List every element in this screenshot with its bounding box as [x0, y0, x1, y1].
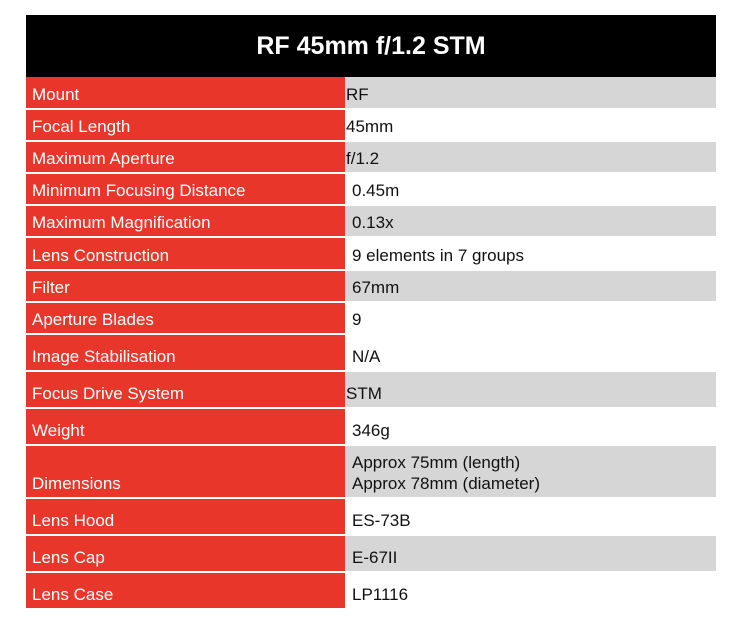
- table-row-focus-drive-system: Focus Drive System STM: [26, 372, 716, 409]
- row-value-line: LP1116: [352, 584, 409, 604]
- row-label: Focal Length: [26, 110, 345, 140]
- spec-table: RF 45mm f/1.2 STM Mount RF Focal Length …: [26, 15, 716, 610]
- table-row-filter: Filter 67mm: [26, 271, 716, 303]
- table-row-lens-case: Lens Case LP1116: [26, 573, 716, 610]
- row-value-line: 346g: [352, 420, 390, 440]
- row-value: Approx 75mm (length) Approx 78mm (diamet…: [345, 446, 716, 497]
- row-value: E-67II: [345, 536, 716, 571]
- row-label: Lens Cap: [26, 536, 345, 571]
- table-row-focal-length: Focal Length 45mm: [26, 110, 716, 142]
- row-value-line: 9: [352, 309, 362, 329]
- row-value: 0.45m: [345, 174, 716, 204]
- table-row-dimensions: Dimensions Approx 75mm (length) Approx 7…: [26, 446, 716, 499]
- row-label: Dimensions: [26, 446, 345, 497]
- row-value: ES-73B: [345, 499, 716, 534]
- row-label: Mount: [26, 77, 345, 108]
- row-value-line: STM: [346, 383, 382, 403]
- row-value-line: 9 elements in 7 groups: [352, 245, 524, 265]
- row-value-line: Approx 78mm (diameter): [352, 473, 541, 493]
- row-label: Maximum Aperture: [26, 142, 345, 172]
- row-label: Image Stabilisation: [26, 335, 345, 370]
- row-value-line: RF: [346, 84, 369, 104]
- row-value-line: ES-73B: [352, 510, 411, 530]
- row-label: Lens Construction: [26, 238, 345, 269]
- table-row-image-stabilisation: Image Stabilisation N/A: [26, 335, 716, 372]
- row-value-line: 67mm: [352, 277, 400, 297]
- table-row-lens-construction: Lens Construction 9 elements in 7 groups: [26, 238, 716, 271]
- row-value: N/A: [345, 335, 716, 370]
- row-label: Lens Case: [26, 573, 345, 608]
- row-value: RF: [345, 77, 716, 108]
- row-value-line: E-67II: [352, 547, 398, 567]
- row-value: 9 elements in 7 groups: [345, 238, 716, 269]
- table-row-aperture-blades: Aperture Blades 9: [26, 303, 716, 335]
- row-value: 45mm: [345, 110, 716, 140]
- row-value-line: Approx 75mm (length): [352, 452, 521, 472]
- row-label: Maximum Magnification: [26, 206, 345, 236]
- table-title: RF 45mm f/1.2 STM: [26, 15, 716, 77]
- row-label: Aperture Blades: [26, 303, 345, 333]
- row-label: Focus Drive System: [26, 372, 345, 407]
- row-label: Minimum Focusing Distance: [26, 174, 345, 204]
- row-value-line: 45mm: [346, 116, 394, 136]
- row-value: STM: [345, 372, 716, 407]
- row-value: 9: [345, 303, 716, 333]
- table-row-maximum-magnification: Maximum Magnification 0.13x: [26, 206, 716, 238]
- row-value-line: N/A: [352, 346, 381, 366]
- row-label: Weight: [26, 409, 345, 444]
- row-value: 346g: [345, 409, 716, 444]
- table-row-maximum-aperture: Maximum Aperture f/1.2: [26, 142, 716, 174]
- table-row-weight: Weight 346g: [26, 409, 716, 446]
- row-value-line: f/1.2: [346, 148, 380, 168]
- row-value-line: 0.45m: [352, 180, 400, 200]
- row-value: f/1.2: [345, 142, 716, 172]
- row-value: 67mm: [345, 271, 716, 301]
- row-label: Filter: [26, 271, 345, 301]
- row-value: 0.13x: [345, 206, 716, 236]
- table-row-lens-hood: Lens Hood ES-73B: [26, 499, 716, 536]
- table-row-lens-cap: Lens Cap E-67II: [26, 536, 716, 573]
- row-label: Lens Hood: [26, 499, 345, 534]
- table-row-mount: Mount RF: [26, 77, 716, 110]
- table-row-minimum-focusing-distance: Minimum Focusing Distance 0.45m: [26, 174, 716, 206]
- row-value: LP1116: [345, 573, 716, 608]
- row-value-line: 0.13x: [352, 212, 394, 232]
